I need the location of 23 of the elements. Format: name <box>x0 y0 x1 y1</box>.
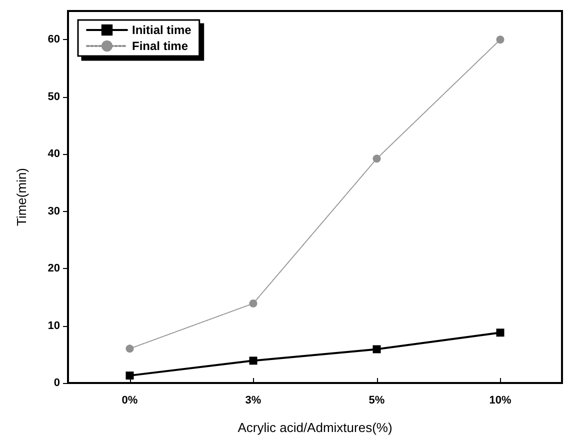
y-tick-label: 50 <box>48 90 60 103</box>
point <box>496 328 504 337</box>
point <box>372 154 381 163</box>
point <box>372 345 381 354</box>
y-tick-label: 30 <box>48 205 60 218</box>
point <box>126 344 134 353</box>
y-tick-label: 20 <box>48 262 60 275</box>
y-tick-label: 40 <box>48 148 60 160</box>
x-tick-label: 5% <box>368 394 385 406</box>
point <box>249 299 258 308</box>
point <box>126 372 134 380</box>
y-tick-label: 60 <box>48 34 60 46</box>
legend-label: Initial time <box>132 23 192 37</box>
y-tick-label: 10 <box>48 320 60 332</box>
y-axis-title: Time(min) <box>14 168 29 226</box>
x-tick-label: 3% <box>245 394 262 406</box>
x-tick-label: 10% <box>489 394 512 406</box>
x-axis-title: Acrylic acid/Admixtures(%) <box>238 420 392 435</box>
x-tick-label: 0% <box>122 394 138 406</box>
y-tick-label: 0 <box>54 377 60 389</box>
point <box>249 356 258 365</box>
point <box>496 36 504 44</box>
legend-label: Final time <box>132 39 188 53</box>
